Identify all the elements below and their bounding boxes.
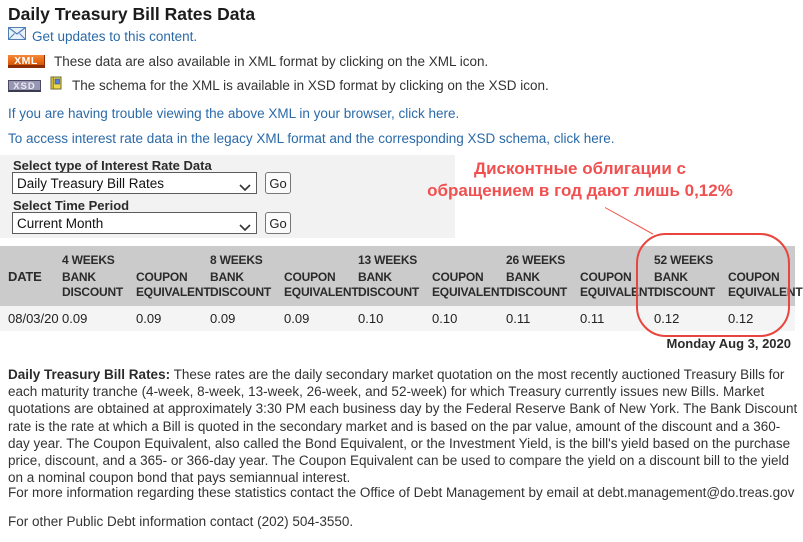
cell-value: 0.09	[277, 306, 351, 331]
col-header-coupon-equivalent: COUPON EQUIVALENT	[425, 268, 507, 306]
rate-type-select[interactable]: Daily Treasury Bill Rates	[12, 172, 257, 194]
cell-value: 0.11	[499, 306, 573, 331]
col-header-coupon-equivalent: COUPON EQUIVALENT	[721, 268, 803, 306]
envelope-icon[interactable]	[8, 27, 26, 45]
cell-value: 0.09	[203, 306, 277, 331]
contact-info-email: For more information regarding these sta…	[8, 485, 795, 500]
description-lead: Daily Treasury Bill Rates:	[8, 367, 171, 382]
col-header-coupon-equivalent: COUPON EQUIVALENT	[277, 268, 359, 306]
trouble-viewing-link[interactable]: If you are having trouble viewing the ab…	[8, 106, 460, 121]
as-of-date: Monday Aug 3, 2020	[666, 336, 792, 351]
table-sub-header-row: BANK DISCOUNT COUPON EQUIVALENT BANK DIS…	[0, 268, 803, 306]
xml-icon[interactable]: XML	[8, 55, 45, 68]
page-title: Daily Treasury Bill Rates Data	[8, 4, 256, 24]
group-header-26-weeks: 26 WEEKS	[499, 246, 573, 268]
col-header-bank-discount: BANK DISCOUNT	[351, 268, 425, 306]
rate-type-go-button[interactable]: Go	[265, 172, 291, 194]
description-body: These rates are the daily secondary mark…	[8, 367, 798, 486]
time-period-label: Select Time Period	[13, 198, 130, 213]
xsd-row: XSD The schema for the XML is available …	[8, 76, 549, 95]
col-header-bank-discount: BANK DISCOUNT	[55, 268, 129, 306]
annotation-highlight-circle	[636, 233, 790, 337]
col-header-bank-discount: BANK DISCOUNT	[647, 268, 721, 306]
cell-value: 0.10	[425, 306, 499, 331]
rate-selection-form: Select type of Interest Rate Data Daily …	[0, 155, 455, 238]
xsd-note-text: The schema for the XML is available in X…	[72, 78, 549, 93]
get-updates-link[interactable]: Get updates to this content.	[32, 28, 198, 44]
time-period-go-button[interactable]: Go	[265, 212, 291, 234]
time-period-row: Current Month Go	[12, 212, 291, 234]
rate-type-label: Select type of Interest Rate Data	[13, 158, 212, 173]
cell-date: 08/03/20	[0, 306, 59, 331]
annotation-line2: обращением в год дают лишь 0,12%	[427, 181, 733, 200]
book-help-icon	[49, 76, 63, 95]
contact-info-phone: For other Public Debt information contac…	[8, 514, 354, 529]
description-paragraph: Daily Treasury Bill Rates: These rates a…	[8, 366, 799, 486]
xml-row: XML These data are also available in XML…	[8, 54, 488, 69]
cell-value: 0.10	[351, 306, 425, 331]
annotation-line1: Дисконтные облигации с	[473, 159, 687, 178]
time-period-select[interactable]: Current Month	[12, 212, 257, 234]
col-header-date: DATE	[0, 246, 55, 306]
table-group-header-row: DATE 4 WEEKS 8 WEEKS 13 WEEKS 26 WEEKS 5…	[0, 246, 795, 306]
group-header-13-weeks: 13 WEEKS	[351, 246, 425, 268]
annotation-text: Дисконтные облигации с обращением в год …	[420, 158, 740, 202]
cell-value: 0.11	[573, 306, 647, 331]
col-header-coupon-equivalent: COUPON EQUIVALENT	[573, 268, 655, 306]
xsd-icon[interactable]: XSD	[8, 79, 41, 92]
get-updates-row: Get updates to this content.	[8, 27, 197, 45]
annotation-pointer-line	[604, 207, 654, 235]
rate-type-row: Daily Treasury Bill Rates Go	[12, 172, 291, 194]
xml-note-text: These data are also available in XML for…	[54, 54, 489, 69]
col-header-bank-discount: BANK DISCOUNT	[499, 268, 573, 306]
col-header-coupon-equivalent: COUPON EQUIVALENT	[129, 268, 211, 306]
group-header-8-weeks: 8 WEEKS	[203, 246, 277, 268]
legacy-xml-link[interactable]: To access interest rate data in the lega…	[8, 131, 615, 146]
cell-value: 0.09	[55, 306, 129, 331]
col-header-bank-discount: BANK DISCOUNT	[203, 268, 277, 306]
group-header-4-weeks: 4 WEEKS	[55, 246, 129, 268]
cell-value: 0.09	[129, 306, 203, 331]
